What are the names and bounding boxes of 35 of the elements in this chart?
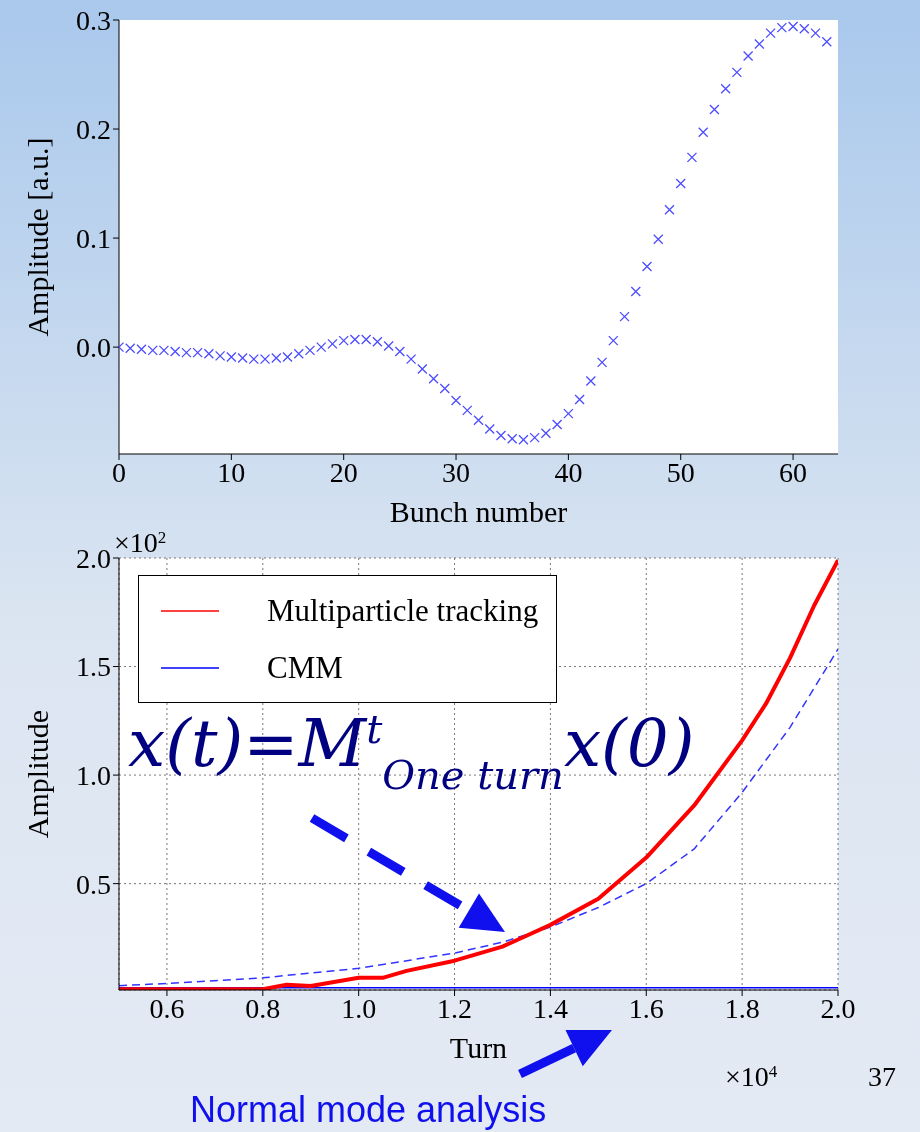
x-tick-label: 1.6 [628, 992, 664, 1024]
y-axis-title: Amplitude [a.u.] [20, 137, 54, 337]
x-tick-label: 0 [112, 456, 126, 488]
x-tick-label: 1.2 [437, 992, 473, 1024]
x-tick-label: 30 [442, 456, 471, 488]
text: ×10$^{4}$ [725, 1061, 778, 1092]
y-tick-label: 0.0 [76, 332, 111, 364]
x-tick-label: 20 [329, 456, 358, 488]
text: Normal mode analysis [190, 1089, 547, 1130]
x-tick-label: 60 [779, 456, 808, 488]
annotation: ×10$^{2}$ [114, 527, 167, 558]
y-tick-label: 0.3 [76, 4, 111, 36]
y-axis-title: Amplitude [20, 709, 54, 839]
line-series [119, 648, 838, 987]
legend-label: CMM [267, 649, 343, 686]
legend-label: Multiparticle tracking [267, 592, 539, 629]
x-axis-title: Turn [449, 1031, 508, 1064]
x-tick-label: 1.4 [532, 992, 568, 1024]
y-tick-label: 0.2 [76, 113, 111, 145]
y-tick-label: 0.1 [76, 223, 111, 255]
y-tick-label: 1.5 [76, 651, 111, 683]
x-tick-label: 2.0 [820, 992, 856, 1024]
x-tick-label: 0.8 [245, 992, 281, 1024]
text: 37 [868, 1061, 896, 1092]
x-tick-label: 10 [217, 456, 246, 488]
x-tick-label: 0.6 [149, 992, 185, 1024]
y-tick-label: 2.0 [76, 542, 111, 574]
x-axis-title: Bunch number [389, 495, 568, 528]
x-tick-label: 1.0 [341, 992, 377, 1024]
x-tick-label: 1.8 [724, 992, 760, 1024]
y-tick-label: 1.0 [76, 760, 111, 792]
annotation: x(t)=M$^{t}$$_{One turn}$x(0) [128, 705, 695, 798]
x-tick-label: 50 [666, 456, 695, 488]
x-tick-label: 40 [554, 456, 583, 488]
y-tick-label: 0.5 [76, 868, 111, 900]
